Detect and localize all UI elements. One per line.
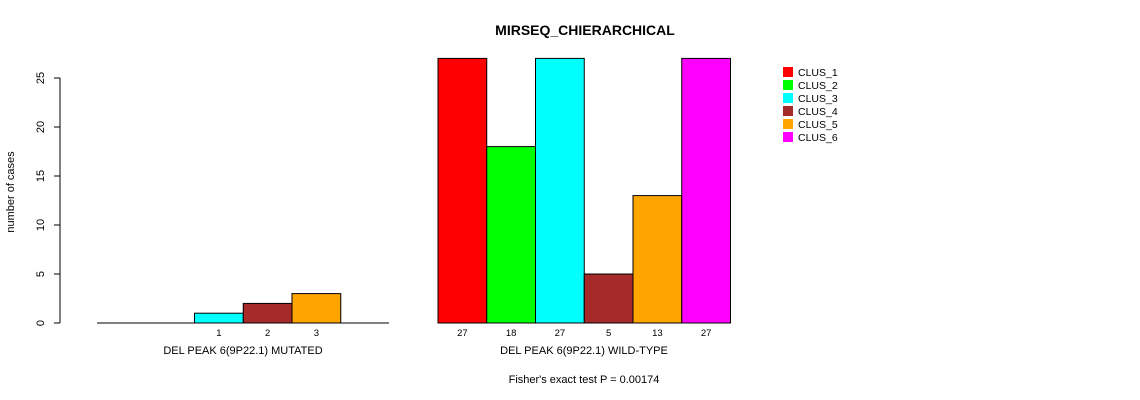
legend-label: CLUS_4: [798, 106, 838, 118]
bar-clus-2: [486, 146, 536, 324]
legend-swatch: [783, 132, 793, 142]
y-tick-label: 5: [35, 271, 47, 277]
bar-clus-5: [632, 195, 683, 324]
legend-swatch: [783, 106, 793, 116]
bar-clus-1: [437, 57, 488, 324]
y-tick-label: 0: [35, 320, 47, 326]
y-tick-label: 20: [35, 121, 47, 133]
legend-item-clus-1: CLUS_1: [783, 67, 838, 79]
y-tick-label: 25: [35, 72, 47, 84]
bar-clus-4: [242, 302, 293, 324]
bar-value-label: 18: [506, 328, 517, 339]
legend-label: CLUS_1: [798, 67, 838, 79]
panel-group-1: 1 2 3 DEL PEAK 6(9P22.1) MUTATED: [97, 293, 389, 357]
y-tick-label: 15: [35, 170, 47, 182]
legend-swatch: [783, 119, 793, 129]
legend-swatch: [783, 93, 793, 103]
group-label: DEL PEAK 6(9P22.1) MUTATED: [163, 345, 322, 357]
bar-value-label: 5: [606, 328, 611, 339]
bar-value-label: 27: [555, 328, 566, 339]
bar-clus-3: [535, 57, 585, 324]
y-tick-label: 10: [35, 219, 47, 231]
bar-clus-5: [291, 293, 342, 324]
legend-item-clus-3: CLUS_3: [783, 93, 838, 105]
bar-value-label: 27: [701, 328, 712, 339]
legend-label: CLUS_3: [798, 93, 838, 105]
bar-value-label: 2: [265, 328, 270, 339]
chart-title: MIRSEQ_CHIERARCHICAL: [495, 22, 675, 38]
bar-clus-6: [681, 57, 731, 324]
bar-value-label: 3: [314, 328, 319, 339]
bar-value-label: 13: [652, 328, 663, 339]
panel-group-2: 27 18 27 5 13 27 DEL PEAK 6(9P22.1) WILD-TYPE: [437, 57, 731, 357]
legend-swatch: [783, 67, 793, 77]
y-axis: 0 5 10 15 20 25: [35, 72, 61, 326]
legend-item-clus-4: CLUS_4: [783, 106, 838, 118]
legend-swatch: [783, 80, 793, 90]
y-axis-label: number of cases: [5, 151, 17, 233]
legend-item-clus-2: CLUS_2: [783, 80, 838, 92]
bar-clus-4: [583, 273, 634, 324]
legend-label: CLUS_2: [798, 80, 838, 92]
bar-clus-3: [194, 312, 244, 324]
group-label: DEL PEAK 6(9P22.1) WILD-TYPE: [500, 345, 668, 357]
legend-label: CLUS_5: [798, 119, 838, 131]
legend-item-clus-5: CLUS_5: [783, 119, 838, 131]
bar-value-label: 27: [457, 328, 468, 339]
fisher-test-footnote: Fisher's exact test P = 0.00174: [509, 374, 660, 386]
legend-item-clus-6: CLUS_6: [783, 132, 838, 144]
legend-label: CLUS_6: [798, 132, 838, 144]
bar-value-label: 1: [216, 328, 221, 339]
